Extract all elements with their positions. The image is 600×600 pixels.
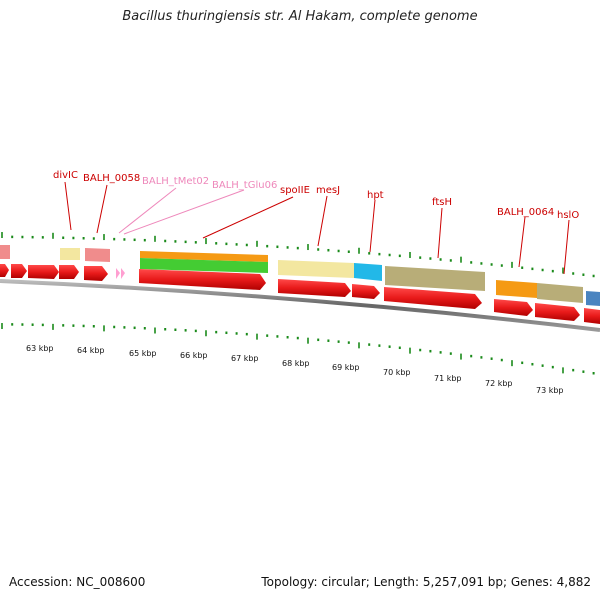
cds-arrow — [278, 279, 351, 297]
cog-track — [0, 245, 600, 306]
kbp-label: 71 kbp — [434, 374, 462, 383]
kbp-label: 70 kbp — [383, 368, 411, 377]
cds-arrow — [584, 308, 600, 324]
kbp-label: 69 kbp — [332, 363, 360, 372]
kbp-labels: 63 kbp 64 kbp 65 kbp 66 kbp 67 kbp 68 kb… — [26, 344, 564, 395]
map-title: Bacillus thuringiensis str. Al Hakam, co… — [122, 9, 478, 24]
callout-line-divic — [64, 181, 72, 231]
callout-line-ftsh — [437, 207, 443, 259]
cds-arrow — [535, 303, 580, 321]
callout-line-spoiie — [202, 196, 294, 239]
callout-line-balh-0058 — [96, 184, 108, 234]
callout-line-mesj — [317, 195, 328, 247]
gene-labels: divIC BALH_0058 BALH_tMet02 BALH_tGlu06 … — [53, 170, 579, 221]
cog-bar — [278, 260, 354, 278]
callout-line-tglu06 — [123, 189, 245, 235]
gene-label-ftsh: ftsH — [432, 197, 452, 208]
cds-arrow — [59, 265, 79, 279]
kbp-label: 66 kbp — [180, 351, 208, 360]
trna-marker — [116, 268, 120, 279]
callout-lines — [64, 181, 570, 275]
callout-line-balh-0064 — [518, 216, 526, 268]
cds-track — [0, 264, 600, 324]
cds-arrow — [384, 287, 482, 309]
cds-arrow — [84, 266, 108, 281]
kbp-label: 67 kbp — [231, 354, 259, 363]
cog-bar — [586, 291, 600, 306]
trna-marker — [121, 268, 125, 279]
gene-label-balh-tglu06: BALH_tGlu06 — [212, 180, 277, 191]
cds-arrow — [11, 264, 27, 278]
tick-ring-outer — [1, 232, 595, 278]
callout-line-tmet02 — [118, 187, 177, 234]
cog-bar — [354, 263, 382, 281]
cog-bar — [140, 251, 268, 262]
gene-label-balh-0058: BALH_0058 — [83, 173, 140, 184]
gene-label-mesj: mesJ — [316, 185, 340, 196]
kbp-label: 72 kbp — [485, 379, 513, 388]
cog-bar — [496, 280, 537, 298]
gene-label-balh-0064: BALH_0064 — [497, 207, 554, 218]
cds-arrow — [494, 299, 533, 316]
cog-bar — [537, 283, 583, 303]
cds-arrow — [139, 269, 266, 290]
kbp-label: 64 kbp — [77, 346, 105, 355]
cog-bar — [0, 245, 10, 259]
kbp-label: 65 kbp — [129, 349, 157, 358]
cog-bar — [385, 266, 485, 291]
cog-bar — [60, 248, 80, 260]
gene-label-spoiie: spoIIE — [280, 185, 310, 196]
cds-arrow — [0, 264, 9, 277]
cds-arrow — [28, 265, 59, 279]
callout-line-hpt — [369, 199, 376, 253]
callout-line-hslo — [563, 219, 570, 275]
kbp-label: 73 kbp — [536, 386, 564, 395]
cds-arrow — [352, 284, 380, 299]
kbp-label: 63 kbp — [26, 344, 54, 353]
accession-text: Accession: NC_008600 — [9, 575, 146, 589]
cog-bar — [140, 258, 268, 273]
gene-label-divic: divIC — [53, 170, 78, 181]
genome-summary-text: Topology: circular; Length: 5,257,091 bp… — [261, 575, 591, 589]
gene-label-hpt: hpt — [367, 190, 384, 201]
gene-label-balh-tmet02: BALH_tMet02 — [142, 176, 209, 187]
cog-bar — [85, 248, 110, 262]
kbp-label: 68 kbp — [282, 359, 310, 368]
tick-ring-inner — [1, 323, 595, 375]
genome-backbone — [0, 279, 600, 332]
gene-label-hslo: hslO — [557, 210, 579, 221]
